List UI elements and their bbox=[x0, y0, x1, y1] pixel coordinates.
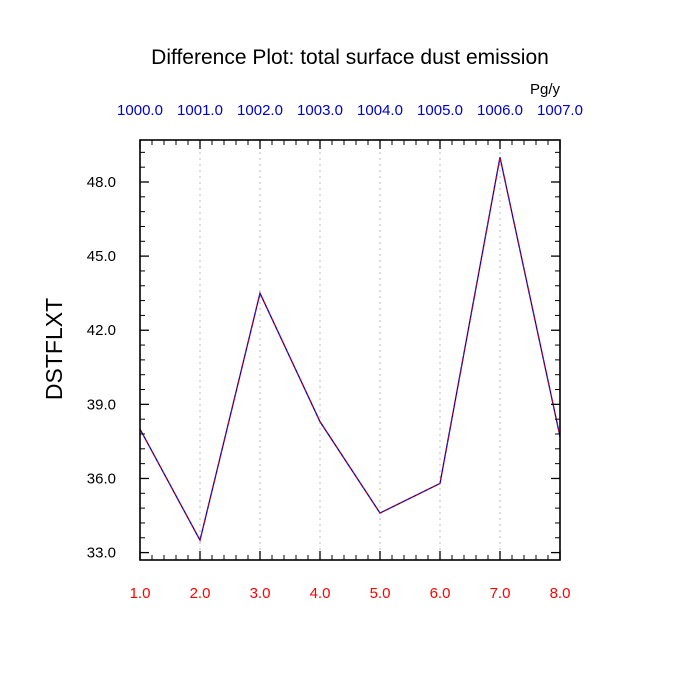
x-tick-label: 2.0 bbox=[190, 585, 211, 602]
top-tick-label: 1005.0 bbox=[417, 102, 463, 119]
plot-frame bbox=[139, 139, 561, 561]
units-label: Pg/y bbox=[530, 81, 561, 98]
y-axis-title: DSTFLXT bbox=[41, 298, 67, 400]
series-layer bbox=[139, 157, 561, 543]
x-tick-label: 8.0 bbox=[550, 585, 571, 602]
x-tick-label: 6.0 bbox=[430, 585, 451, 602]
series-line-dashed bbox=[139, 157, 561, 542]
x-tick-label: 5.0 bbox=[370, 585, 391, 602]
top-tick-label: 1007.0 bbox=[537, 102, 583, 119]
y-tick-label: 33.0 bbox=[87, 545, 116, 562]
tick-labels: 1.0 1000.0 2.0 1001.0 3.0 1002.0 4.0 1003.0 5.0 1… bbox=[87, 102, 583, 602]
y-tick-label: 42.0 bbox=[87, 322, 116, 339]
series-line bbox=[139, 157, 561, 543]
top-tick-label: 1006.0 bbox=[477, 102, 523, 119]
top-tick-label: 1001.0 bbox=[177, 102, 223, 119]
y-tick-label: 39.0 bbox=[87, 396, 116, 413]
grid-lines bbox=[199, 140, 501, 560]
y-tick-label: 36.0 bbox=[87, 470, 116, 487]
x-tick-label: 3.0 bbox=[250, 585, 271, 602]
x-tick-label: 7.0 bbox=[490, 585, 511, 602]
chart-title: Difference Plot: total surface dust emis… bbox=[151, 46, 549, 69]
top-tick-label: 1004.0 bbox=[357, 102, 403, 119]
top-tick-label: 1000.0 bbox=[117, 102, 163, 119]
top-tick-label: 1003.0 bbox=[297, 102, 343, 119]
x-tick-label: 4.0 bbox=[310, 585, 331, 602]
x-tick-label: 1.0 bbox=[130, 585, 151, 602]
top-tick-label: 1002.0 bbox=[237, 102, 283, 119]
y-tick-label: 48.0 bbox=[87, 174, 116, 191]
y-tick-label: 45.0 bbox=[87, 248, 116, 265]
axis-ticks bbox=[139, 140, 561, 560]
